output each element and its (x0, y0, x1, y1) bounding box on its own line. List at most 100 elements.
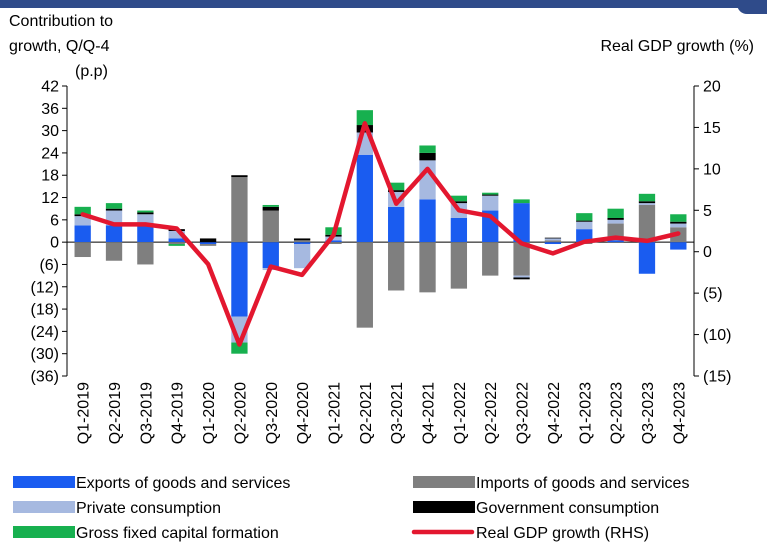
bar-government-consumption (294, 238, 310, 240)
bar-exports-of-goods-and-services (75, 225, 91, 242)
bar-gross-fixed-capital-formation (482, 193, 498, 195)
bar-imports-of-goods-and-services (294, 240, 310, 242)
x-tick-label: Q4-2022 (546, 382, 563, 444)
left-tick-label: (12) (31, 279, 59, 296)
bar-private-consumption (482, 196, 498, 211)
bar-imports-of-goods-and-services (231, 177, 247, 242)
bar-imports-of-goods-and-services (106, 242, 122, 261)
x-tick-label: Q3-2022 (515, 382, 532, 444)
bar-gross-fixed-capital-formation (263, 205, 279, 207)
bar-exports-of-goods-and-services (231, 242, 247, 316)
bar-government-consumption (576, 221, 592, 222)
left-axis-title: Contribution to growth, Q/Q-4 (p.p) (9, 13, 113, 80)
bar-private-consumption (670, 224, 686, 228)
bar-private-consumption (545, 238, 561, 240)
left-tick-label: (30) (31, 346, 59, 363)
bar-government-consumption (419, 153, 435, 160)
right-tick-label: 10 (703, 161, 721, 178)
bar-exports-of-goods-and-services (670, 242, 686, 249)
x-tick-label: Q2-2023 (609, 382, 626, 444)
right-tick-label: 20 (703, 79, 721, 96)
bar-gross-fixed-capital-formation (513, 199, 529, 203)
right-tick-label: (10) (703, 327, 731, 344)
x-tick-label: Q1-2020 (201, 382, 218, 444)
x-tick-label: Q1-2023 (577, 382, 594, 444)
bar-government-consumption (639, 201, 655, 203)
x-tick-label: Q3-2021 (389, 382, 406, 444)
bar-exports-of-goods-and-services (263, 242, 279, 268)
bar-imports-of-goods-and-services (639, 205, 655, 242)
x-tick-label: Q2-2022 (483, 382, 500, 444)
bar-imports-of-goods-and-services (545, 240, 561, 242)
bar-imports-of-goods-and-services (388, 242, 404, 290)
left-tick-label: (18) (31, 302, 59, 319)
bar-exports-of-goods-and-services (294, 242, 310, 244)
left-tick-label: (6) (39, 257, 59, 274)
bar-gross-fixed-capital-formation (106, 203, 122, 209)
bar-exports-of-goods-and-services (419, 199, 435, 242)
bar-government-consumption (513, 277, 529, 279)
legend-swatch (13, 526, 75, 538)
x-tick-label: Q3-2023 (640, 382, 657, 444)
right-tick-label: (15) (703, 369, 731, 386)
bar-private-consumption (639, 203, 655, 205)
bar-government-consumption (670, 222, 686, 224)
bar-imports-of-goods-and-services (137, 242, 153, 264)
left-tick-label: (36) (31, 369, 59, 386)
left-tick-label: 6 (50, 212, 59, 229)
left-tick-label: (24) (31, 324, 59, 341)
x-tick-label: Q4-2023 (671, 382, 688, 444)
bar-imports-of-goods-and-services (482, 242, 498, 275)
legend-label: Real GDP growth (RHS) (476, 525, 649, 542)
x-tick-label: Q2-2021 (358, 382, 375, 444)
bar-exports-of-goods-and-services (388, 207, 404, 242)
right-tick-label: 0 (703, 244, 712, 261)
right-tick-label: 5 (703, 203, 712, 220)
x-tick-label: Q1-2019 (76, 382, 93, 444)
right-axis-title: Real GDP growth (%) (600, 38, 754, 55)
left-tick-label: 24 (41, 145, 59, 162)
legend-label: Exports of goods and services (76, 475, 290, 492)
bar-private-consumption (607, 220, 623, 224)
left-tick-label: 12 (41, 190, 59, 207)
x-tick-label: Q3-2019 (138, 382, 155, 444)
bar-gross-fixed-capital-formation (137, 211, 153, 213)
bar-exports-of-goods-and-services (545, 242, 561, 244)
legend-label: Gross fixed capital formation (76, 525, 279, 542)
bar-gross-fixed-capital-formation (169, 244, 185, 246)
left-tick-label: 42 (41, 79, 59, 96)
legend-label: Government consumption (476, 500, 659, 517)
bar-exports-of-goods-and-services (639, 242, 655, 274)
bar-imports-of-goods-and-services (75, 242, 91, 257)
bar-imports-of-goods-and-services (263, 211, 279, 243)
legend-label: Imports of goods and services (476, 475, 689, 492)
bar-exports-of-goods-and-services (357, 155, 373, 242)
bar-gross-fixed-capital-formation (670, 214, 686, 221)
x-tick-label: Q4-2020 (295, 382, 312, 444)
bar-government-consumption (137, 212, 153, 214)
x-tick-label: Q2-2019 (107, 382, 124, 444)
x-tick-label: Q1-2021 (326, 382, 343, 444)
right-tick-label: 15 (703, 120, 721, 137)
bar-government-consumption (482, 195, 498, 196)
legend-swatch (13, 501, 75, 513)
bar-government-consumption (607, 218, 623, 220)
bar-imports-of-goods-and-services (200, 244, 216, 246)
bar-exports-of-goods-and-services (451, 218, 467, 242)
x-tick-label: Q2-2020 (232, 382, 249, 444)
left-axis-title-line-3: (p.p) (75, 63, 108, 80)
left-tick-label: 0 (50, 235, 59, 252)
x-tick-label: Q1-2022 (452, 382, 469, 444)
bar-exports-of-goods-and-services (200, 242, 216, 244)
bar-government-consumption (545, 238, 561, 239)
x-tick-label: Q4-2021 (421, 382, 438, 444)
bar-gross-fixed-capital-formation (576, 213, 592, 220)
bar-government-consumption (200, 238, 216, 242)
x-tick-label: Q4-2019 (170, 382, 187, 444)
bar-government-consumption (263, 207, 279, 211)
bar-imports-of-goods-and-services (451, 242, 467, 288)
bar-exports-of-goods-and-services (106, 225, 122, 242)
legend-swatch (413, 501, 475, 513)
right-tick-label: (5) (703, 286, 723, 303)
